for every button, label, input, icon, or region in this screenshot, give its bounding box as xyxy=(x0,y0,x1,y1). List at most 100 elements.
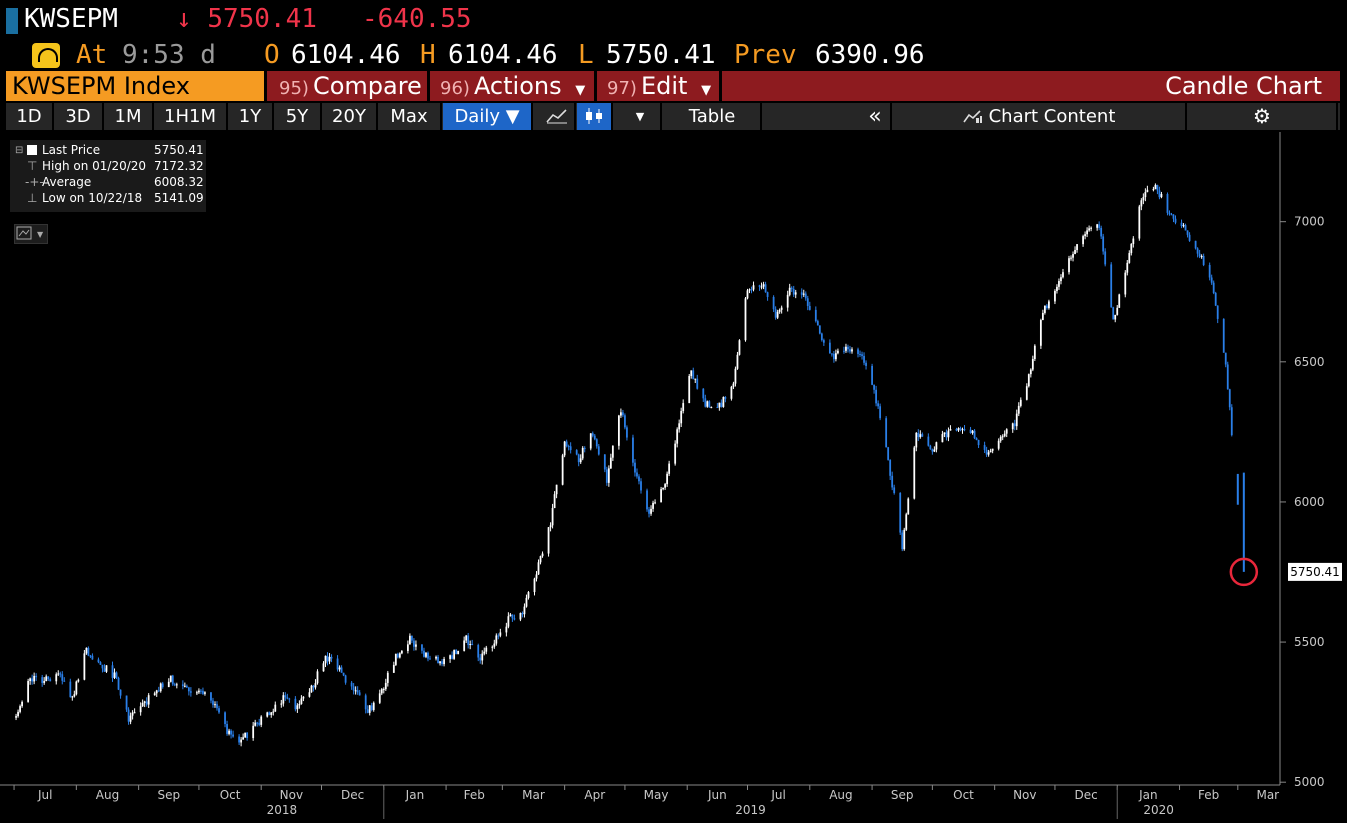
candle-body xyxy=(907,498,910,515)
candle-body xyxy=(674,443,677,464)
ticker-symbol[interactable]: KWSEPM xyxy=(24,4,118,34)
candle-body xyxy=(648,509,650,514)
line-chart-icon[interactable] xyxy=(540,103,576,130)
candle-body xyxy=(746,290,749,299)
candle-body xyxy=(326,655,329,662)
range-3d[interactable]: 3D xyxy=(54,103,104,130)
candle-chart-icon[interactable] xyxy=(577,103,613,130)
candle-body xyxy=(549,525,552,528)
candle-body xyxy=(804,293,807,299)
candle-body xyxy=(507,616,510,627)
candle-body xyxy=(272,711,275,713)
x-tick-label: Aug xyxy=(96,788,119,802)
y-tick-label: 6500 xyxy=(1294,355,1325,369)
candle-body xyxy=(818,325,821,334)
actions-label: Actions xyxy=(473,72,562,100)
candle-body xyxy=(308,692,311,697)
candle-body xyxy=(917,432,920,438)
compare-menu[interactable]: 95) Compare xyxy=(267,71,427,101)
candle-body xyxy=(1224,352,1227,365)
candle-body xyxy=(833,353,835,360)
range-1h1m[interactable]: 1H1M xyxy=(154,103,228,130)
candle-body xyxy=(336,658,339,670)
candle-body xyxy=(605,469,608,483)
candle-body xyxy=(758,285,761,287)
range-1d[interactable]: 1D xyxy=(6,103,54,130)
range-20y[interactable]: 20Y xyxy=(322,103,378,130)
candle-body xyxy=(929,445,932,450)
y-tick-label: 5500 xyxy=(1294,635,1325,649)
legend-collapse-icon[interactable]: ⊟ xyxy=(15,145,24,156)
candle-body xyxy=(378,693,381,703)
candle-body xyxy=(83,653,86,680)
candle-body xyxy=(204,692,206,694)
candle-body xyxy=(31,678,34,682)
candle-body xyxy=(457,650,460,655)
candle-body xyxy=(398,653,401,658)
x-tick-label: Oct xyxy=(953,788,974,802)
candle-body xyxy=(877,403,880,407)
candle-body xyxy=(286,697,289,699)
candle-body xyxy=(380,689,383,694)
candle-body xyxy=(835,353,837,360)
candle-body xyxy=(611,445,614,458)
table-button[interactable]: Table xyxy=(664,103,762,130)
candle-body xyxy=(181,684,184,687)
candle-body xyxy=(1188,234,1191,241)
candle-body xyxy=(437,656,439,664)
candle-body xyxy=(153,693,156,696)
x-tick-label: Feb xyxy=(1198,788,1219,802)
collapse-double-chevron-icon[interactable]: « xyxy=(860,103,892,130)
candle-body xyxy=(722,397,725,407)
candle-body xyxy=(256,722,259,724)
gear-icon[interactable]: ⚙ xyxy=(1188,103,1338,130)
security-name[interactable]: KWSEPM Index xyxy=(6,71,264,101)
candle-body xyxy=(678,423,681,430)
candle-body xyxy=(252,725,255,739)
actions-menu[interactable]: 96) Actions ▼ xyxy=(430,71,594,101)
x-tick-label: Oct xyxy=(220,788,241,802)
candle-body xyxy=(358,692,361,696)
range-max[interactable]: Max xyxy=(378,103,442,130)
x-tick-label: Apr xyxy=(584,788,605,802)
range-1m[interactable]: 1M xyxy=(104,103,154,130)
candle-body xyxy=(1198,253,1201,257)
open-label: O xyxy=(264,40,280,70)
speedometer-icon[interactable] xyxy=(32,43,60,68)
y-tick-label: 6000 xyxy=(1294,495,1325,509)
candle-body xyxy=(1070,257,1072,259)
candle-body xyxy=(310,685,313,693)
candle-body xyxy=(244,732,247,738)
candle-body xyxy=(694,378,697,380)
candle-body xyxy=(214,704,216,706)
candle-body xyxy=(666,473,669,485)
candle-body xyxy=(185,685,188,688)
x-tick-label: Feb xyxy=(464,788,485,802)
low-label: L xyxy=(578,40,594,70)
candle-body xyxy=(356,690,359,693)
candle-body xyxy=(1029,369,1032,375)
edit-menu[interactable]: 97) Edit ▼ xyxy=(597,71,719,101)
candle-body xyxy=(198,690,200,693)
range-1y[interactable]: 1Y xyxy=(228,103,274,130)
candle-body xyxy=(302,696,305,699)
candle-body xyxy=(776,311,779,318)
candle-body xyxy=(1180,222,1183,227)
candle-body xyxy=(27,681,30,702)
y-tick-label: 7000 xyxy=(1294,215,1325,229)
period-select[interactable]: Daily ▼ xyxy=(443,103,533,130)
range-5y[interactable]: 5Y xyxy=(274,103,322,130)
candle-body xyxy=(69,681,72,698)
candle-body xyxy=(843,350,845,352)
chart-style-dropdown[interactable]: ▼ xyxy=(620,103,662,130)
candle-body xyxy=(298,704,301,706)
candle-body xyxy=(760,286,763,288)
indicator-menu-icon[interactable]: ▼ xyxy=(14,224,48,244)
candle-body xyxy=(702,388,705,399)
candle-body xyxy=(1102,236,1105,252)
chart-content-button[interactable]: Chart Content xyxy=(893,103,1187,130)
candle-body xyxy=(814,309,817,322)
quote-header: KWSEPM ↓ 5750.41 -640.55 xyxy=(0,0,1347,40)
candle-body xyxy=(117,677,120,690)
